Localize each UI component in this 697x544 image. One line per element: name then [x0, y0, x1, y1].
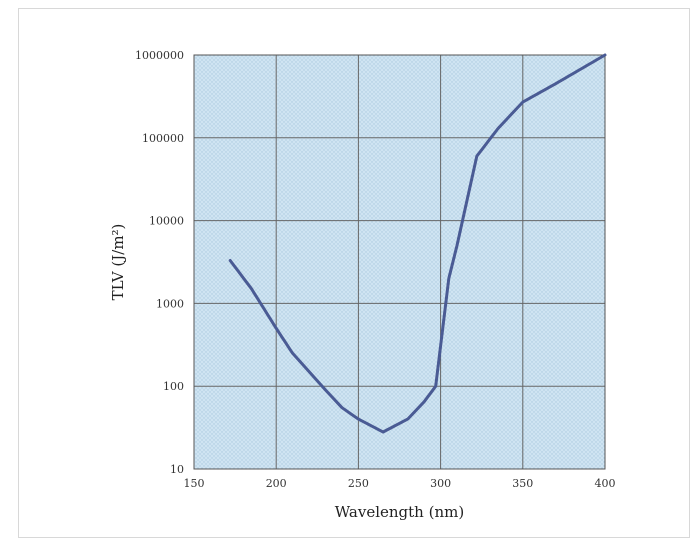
y-tick-label: 100 — [163, 380, 184, 393]
x-tick-label: 300 — [430, 477, 451, 490]
x-tick-labels: 150 200 250 300 350 400 — [184, 477, 616, 490]
x-tick-label: 150 — [184, 477, 205, 490]
tlv-chart: 150 200 250 300 350 400 101001000100001000001… — [109, 49, 616, 521]
x-tick-label: 200 — [266, 477, 287, 490]
plot-area — [194, 55, 605, 469]
series-line — [228, 53, 607, 434]
chart-frame: 150 200 250 300 350 400 10 100 1000 10000 100000 1… — [18, 8, 690, 538]
x-tick-label: 400 — [595, 477, 616, 490]
y-tick-label: 1000000 — [135, 49, 184, 62]
y-tick-labels: 10 100 1000 10000 100000 1000000 — [135, 49, 184, 476]
x-axis-title: Wavelength (nm) — [335, 503, 464, 521]
y-tick-label: 100000 — [142, 132, 184, 145]
y-tick-label: 1000 — [156, 297, 184, 310]
x-tick-label: 350 — [512, 477, 533, 490]
series-group — [228, 53, 607, 434]
y-tick-label: 10 — [170, 463, 184, 476]
plot-border — [193, 54, 606, 470]
y-axis-title: TLV (J/m²) — [109, 224, 127, 301]
y-tick-label: 10000 — [149, 215, 184, 228]
x-tick-label: 250 — [348, 477, 369, 490]
